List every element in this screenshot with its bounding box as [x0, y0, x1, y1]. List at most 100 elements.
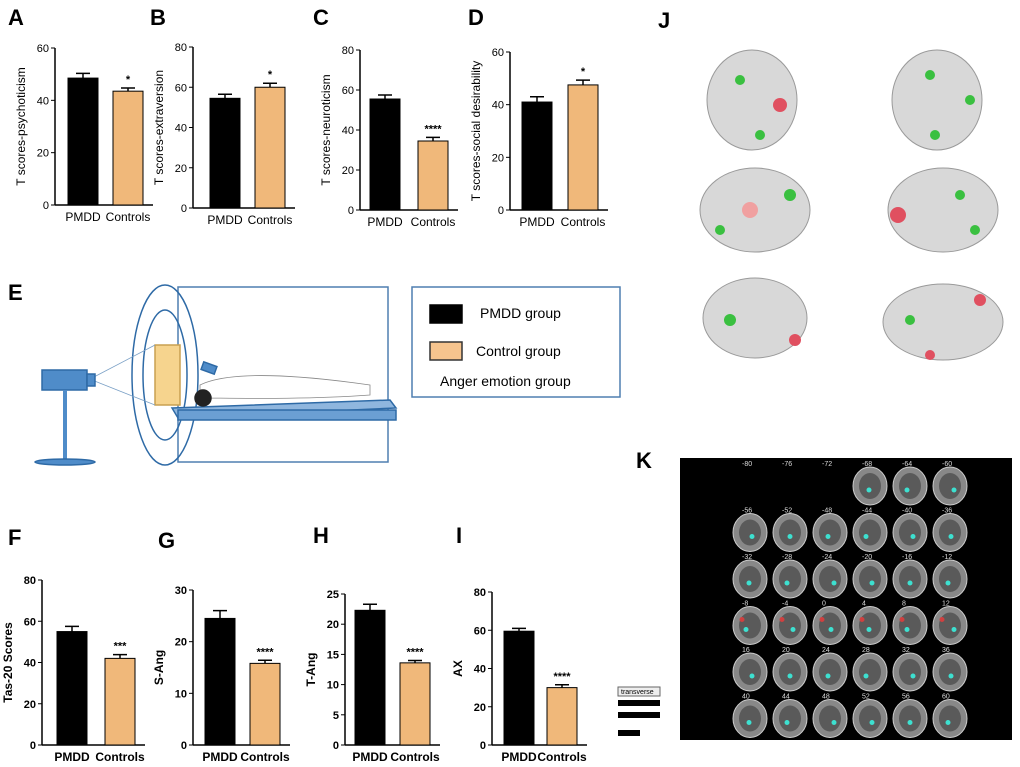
slice-label: -64: [902, 461, 912, 468]
y-tick-label: 60: [37, 43, 49, 55]
scanner-ring: [142, 309, 188, 441]
slice-activation: [787, 534, 793, 539]
slice-activation: [746, 720, 752, 725]
patient: [199, 375, 371, 399]
bar: [209, 97, 241, 209]
x-tick-label: PMDD: [202, 750, 238, 764]
panel-letter: D: [468, 5, 484, 30]
y-axis-label: T scores-neuroticism: [319, 74, 333, 185]
y-tick-label: 0: [480, 740, 486, 752]
bar: [567, 84, 599, 211]
x-tick-label: PMDD: [367, 215, 403, 229]
panel-letter: I: [456, 523, 462, 548]
x-tick-label: PMDD: [54, 750, 90, 764]
error-bar: [263, 82, 277, 88]
y-axis-label: T scores-extraversion: [152, 70, 166, 185]
y-tick-label: 60: [175, 82, 187, 94]
slice-activation: [951, 627, 957, 632]
slice-inner: [739, 519, 761, 546]
y-tick-label: 40: [474, 664, 486, 676]
panel-letter: A: [8, 5, 24, 30]
x-tick-label: Controls: [248, 213, 293, 227]
slice-inner: [819, 612, 841, 639]
slice-label: -76: [782, 461, 792, 468]
bar: [112, 90, 144, 206]
legend-box: [411, 286, 621, 398]
y-tick-label: 60: [474, 625, 486, 637]
slice-activation: [790, 627, 796, 632]
bar: [354, 609, 386, 746]
slice-activation: [866, 627, 872, 632]
slice-label: -68: [862, 461, 872, 468]
bar: [546, 687, 578, 746]
x-tick-label: Controls: [561, 215, 606, 229]
y-axis-label: T-Ang: [304, 653, 318, 687]
slice-label: -28: [782, 554, 792, 561]
slice-inner: [899, 705, 921, 732]
slice-activation: [899, 617, 905, 622]
slice-label: -44: [862, 508, 872, 515]
bar: [503, 630, 535, 746]
slice-label: 0: [822, 601, 826, 608]
y-tick-label: 60: [342, 85, 354, 97]
slice-activation: [948, 534, 954, 539]
x-tick-label: Controls: [95, 750, 145, 764]
slice-activation: [749, 673, 755, 679]
slice-activation: [910, 673, 916, 679]
brain-renders: [699, 49, 1004, 361]
bar: [254, 86, 286, 209]
legend-text: PMDD group: [480, 305, 561, 321]
x-tick-label: Controls: [390, 750, 440, 764]
screen: [154, 344, 181, 406]
slice-label: 60: [942, 694, 950, 701]
scanner-box: [177, 286, 389, 463]
y-tick-label: 40: [37, 95, 49, 107]
slice-activation: [866, 487, 872, 493]
slice-label: 56: [902, 694, 910, 701]
panel-letter: F: [8, 525, 21, 550]
y-tick-label: 60: [492, 47, 504, 59]
y-tick-label: 0: [181, 740, 187, 752]
y-tick-label: 20: [342, 165, 354, 177]
bar: [369, 98, 401, 211]
slice-activation: [819, 617, 825, 622]
projector: [41, 369, 88, 391]
slice-inner: [779, 612, 801, 639]
slice-activation: [907, 720, 913, 725]
panel-letter: H: [313, 523, 329, 548]
slice-label: 12: [942, 601, 950, 608]
x-tick-label: PMDD: [207, 213, 243, 227]
slice-inner: [859, 473, 881, 499]
y-tick-label: 15: [327, 649, 339, 661]
panel-letter: B: [150, 5, 166, 30]
error-bar: [121, 87, 135, 92]
slice-label: -20: [862, 554, 872, 561]
slice-label: -8: [742, 601, 748, 608]
error-bar: [576, 79, 590, 85]
y-tick-label: 40: [24, 658, 36, 670]
slice-activation: [828, 627, 834, 632]
slice-activation: [945, 720, 951, 725]
y-tick-label: 10: [327, 680, 339, 692]
slice-activation: [904, 487, 910, 493]
slice-activation: [904, 627, 910, 632]
bar: [56, 631, 88, 746]
slice-label: -16: [902, 554, 912, 561]
x-tick-label: Controls: [106, 210, 151, 224]
y-axis-label: T scores-psychoticism: [14, 67, 28, 185]
error-bar: [530, 96, 544, 103]
slice-label: 28: [862, 647, 870, 654]
significance: ****: [553, 671, 571, 683]
view-dropdown[interactable]: [617, 686, 661, 697]
panel-letter: G: [158, 528, 175, 553]
slice-label: -48: [822, 508, 832, 515]
y-tick-label: 20: [175, 637, 187, 649]
significance: *: [581, 66, 586, 78]
slice-background: [680, 458, 1012, 740]
slice-inner: [939, 566, 961, 592]
slice-activation: [749, 534, 755, 539]
bar: [399, 662, 431, 746]
slice-inner: [859, 659, 881, 685]
slice-label: -72: [822, 461, 832, 468]
